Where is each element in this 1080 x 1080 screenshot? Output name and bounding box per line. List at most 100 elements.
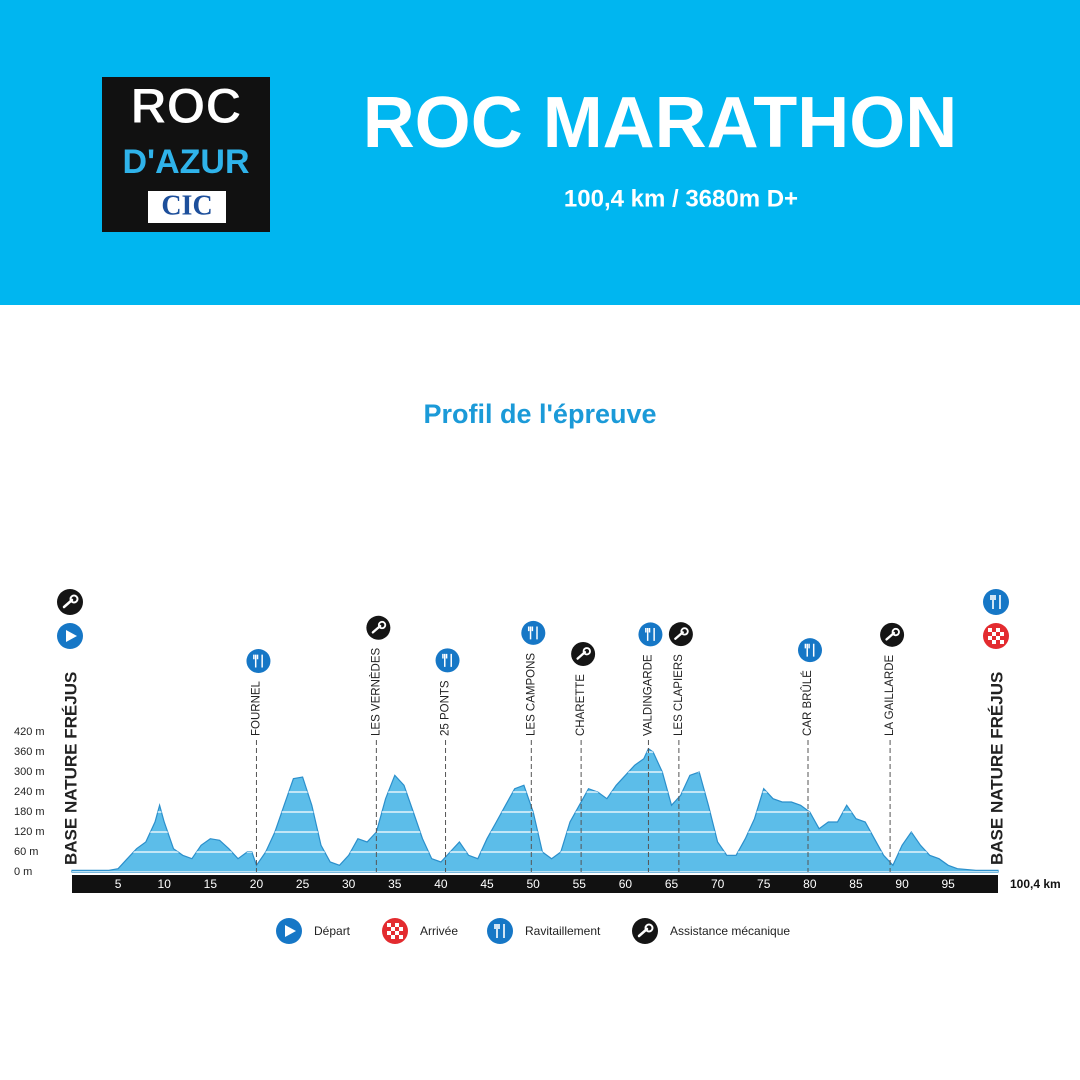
- x-tick-label: 55: [573, 877, 587, 891]
- icon-glyph: [377, 620, 387, 630]
- y-tick-label: 300 m: [14, 766, 45, 778]
- x-tick-label: 60: [619, 877, 633, 891]
- icon-food: [638, 622, 663, 647]
- icon-glyph: [644, 923, 654, 933]
- icon-tool: [668, 622, 693, 647]
- icon-glyph: [391, 935, 395, 939]
- x-tick-label: 80: [803, 877, 817, 891]
- x-tick-label: 90: [895, 877, 909, 891]
- icon-glyph: [645, 627, 655, 641]
- waypoint-label: 25 PONTS: [440, 680, 452, 736]
- x-tick-label: 70: [711, 877, 725, 891]
- icon-food: [521, 620, 546, 645]
- x-tick-label: 65: [665, 877, 679, 891]
- icon-glyph: [442, 653, 452, 667]
- icon-tool: [57, 589, 83, 615]
- icon-circle: [246, 649, 271, 674]
- icon-glyph: [996, 636, 1000, 640]
- icon-glyph: [992, 640, 996, 644]
- icon-glyph: [990, 595, 1001, 609]
- icon-circle: [638, 622, 663, 647]
- icon-glyph: [996, 628, 1000, 632]
- waypoint-label: CAR BRÛLÉ: [801, 670, 814, 736]
- icon-glyph: [891, 627, 900, 637]
- icon-glyph: [680, 627, 689, 636]
- icon-circle: [521, 620, 546, 645]
- x-tick-label: 25: [296, 877, 310, 891]
- elevation-chart: 0 m 60 m 120 m 180 m 240 m 300 m 360 m 420 m 5 10…: [14, 589, 1061, 944]
- logo-top: ROC: [130, 78, 241, 134]
- icon-tool: [632, 918, 658, 944]
- x-tick-label: 5: [115, 877, 122, 891]
- icon-tool: [366, 615, 391, 640]
- y-tick-label: 0 m: [14, 866, 32, 878]
- y-tick-label: 120 m: [14, 826, 45, 838]
- legend-label: Assistance mécanique: [670, 924, 790, 938]
- x-tick-label: 100,4 km: [1010, 877, 1061, 891]
- icon-glyph: [391, 927, 395, 931]
- icon-glyph: [399, 935, 403, 939]
- icon-circle: [487, 918, 513, 944]
- x-tick-label: 30: [342, 877, 356, 891]
- icon-tool: [880, 622, 905, 647]
- icon-glyph: [992, 632, 996, 636]
- icon-glyph: [285, 925, 296, 937]
- waypoint-label: FOURNEL: [250, 680, 262, 736]
- icon-circle: [983, 589, 1009, 615]
- icon-glyph: [69, 594, 79, 604]
- x-tick-label: 50: [526, 877, 540, 891]
- y-tick-label: 60 m: [14, 846, 38, 858]
- icon-circle: [435, 648, 460, 673]
- icon-glyph: [1000, 640, 1004, 644]
- icon-glyph: [582, 647, 591, 656]
- logo-cic-box: [148, 191, 226, 223]
- x-axis-band: [72, 875, 998, 893]
- waypoint-label: LES VERNÈDES: [369, 647, 382, 736]
- icon-start: [276, 918, 302, 944]
- waypoint-label: LA GAILLARDE: [884, 654, 896, 736]
- icon-glyph: [399, 927, 403, 931]
- x-tick-label: 75: [757, 877, 771, 891]
- x-tick-label: 45: [480, 877, 494, 891]
- endpoint-label: BASE NATURE FRÉJUS: [987, 672, 1006, 865]
- icon-finish: [382, 918, 408, 944]
- title: ROC MARATHON: [363, 83, 958, 163]
- icon-glyph: [988, 636, 992, 640]
- x-tick-label: 35: [388, 877, 402, 891]
- waypoint-label: LES CLAPIERS: [673, 654, 685, 736]
- icon-glyph: [988, 628, 992, 632]
- y-tick-label: 240 m: [14, 786, 45, 798]
- icon-food: [435, 648, 460, 673]
- icon-food: [246, 649, 271, 674]
- legend-label: Départ: [314, 924, 351, 938]
- icon-glyph: [527, 626, 538, 640]
- elevation-area: [71, 747, 999, 873]
- icon-glyph: [395, 931, 399, 935]
- section-title: Profil de l'épreuve: [424, 399, 657, 429]
- x-tick-label: 10: [158, 877, 172, 891]
- legend-label: Ravitaillement: [525, 924, 601, 938]
- logo-bottom: CIC: [161, 190, 212, 221]
- icon-glyph: [66, 630, 77, 642]
- icon-food: [487, 918, 513, 944]
- icon-glyph: [1000, 632, 1004, 636]
- legend-label: Arrivée: [420, 924, 458, 938]
- x-tick-label: 95: [942, 877, 956, 891]
- x-tick-label: 85: [849, 877, 863, 891]
- x-tick-label: 40: [434, 877, 448, 891]
- waypoint-label: VALDINGARDE: [642, 654, 654, 736]
- icon-glyph: [804, 643, 815, 657]
- icon-finish: [983, 623, 1009, 649]
- y-tick-label: 360 m: [14, 746, 45, 758]
- icon-food: [983, 589, 1009, 615]
- icon-food: [798, 638, 823, 663]
- icon-glyph: [253, 654, 263, 668]
- subtitle: 100,4 km / 3680m D+: [564, 185, 798, 212]
- icon-tool: [571, 642, 596, 667]
- icon-glyph: [494, 924, 505, 938]
- logo: ROC D'AZUR CIC: [102, 77, 270, 232]
- icon-glyph: [387, 923, 391, 927]
- x-tick-label: 15: [204, 877, 218, 891]
